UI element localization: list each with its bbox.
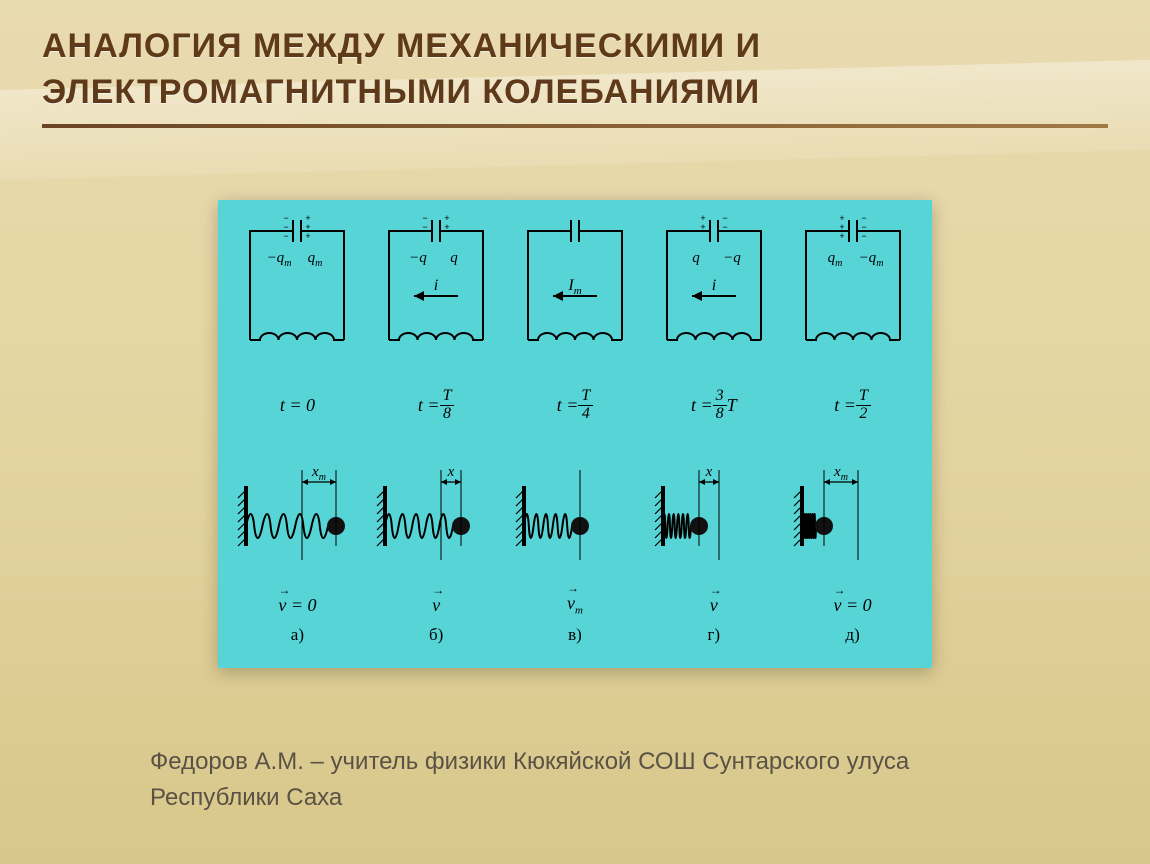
velocity-label: →v = 0 [788, 590, 918, 620]
velocity-label: →v = 0 [232, 590, 362, 620]
column-letter: д) [788, 620, 918, 650]
spring-cell: xm [788, 448, 918, 578]
lc-circuit-icon: −−−+++ −qmqm [232, 214, 362, 374]
velocity-label: →v [371, 590, 501, 620]
svg-text:−qm: −qm [267, 250, 292, 269]
circuit-cell: ++−− q−q i [649, 214, 779, 374]
svg-text:q: q [692, 250, 700, 266]
spring-mass-icon: x [371, 448, 501, 578]
diagram-panel: −−−+++ −qmqm −−++ −qq i Im ++−− q−q i ++… [218, 200, 932, 668]
svg-text:−: − [284, 231, 289, 241]
spring-cell [510, 448, 640, 578]
svg-text:+: + [700, 222, 705, 232]
spring-mass-icon [510, 448, 640, 578]
svg-text:−qm: −qm [858, 250, 883, 269]
title-underline [42, 124, 1108, 128]
spring-mass-icon: xm [232, 448, 362, 578]
spring-cell: x [371, 448, 501, 578]
svg-text:Im: Im [567, 277, 581, 297]
svg-text:+: + [445, 222, 450, 232]
lc-circuit-icon: Im [510, 214, 640, 374]
velocity-label: →vm [510, 590, 640, 620]
svg-text:−: − [423, 222, 428, 232]
spring-mass-icon: xm [788, 448, 918, 578]
column-letter: в) [510, 620, 640, 650]
circuit-cell: +++−−− qm−qm [788, 214, 918, 374]
column-letter: а) [232, 620, 362, 650]
svg-text:qm: qm [308, 250, 323, 269]
svg-text:−: − [861, 231, 866, 241]
svg-text:−: − [722, 222, 727, 232]
spring-cell: xm [232, 448, 362, 578]
velocity-label: →v [649, 590, 779, 620]
svg-text:qm: qm [827, 250, 842, 269]
slide-footer: Федоров А.М. – учитель физики Кюкяйской … [150, 744, 1030, 816]
time-label: t = T4 [510, 380, 640, 430]
spring-mass-icon: x [649, 448, 779, 578]
lc-circuit-icon: +++−−− qm−qm [788, 214, 918, 374]
svg-text:i: i [434, 277, 438, 294]
svg-text:x: x [447, 464, 455, 480]
svg-text:+: + [306, 231, 311, 241]
time-label: t = 38 T [649, 380, 779, 430]
circuit-cell: Im [510, 214, 640, 374]
time-label: t = T8 [371, 380, 501, 430]
svg-text:−q: −q [723, 250, 741, 266]
svg-text:i: i [712, 277, 716, 294]
circuit-cell: −−−+++ −qmqm [232, 214, 362, 374]
time-label: t = T2 [788, 380, 918, 430]
circuit-cell: −−++ −qq i [371, 214, 501, 374]
svg-text:−q: −q [409, 250, 427, 266]
lc-circuit-icon: −−++ −qq i [371, 214, 501, 374]
slide-title: АНАЛОГИЯ МЕЖДУ МЕХАНИЧЕСКИМИ И ЭЛЕКТРОМА… [42, 24, 1108, 116]
spring-cell: x [649, 448, 779, 578]
lc-circuit-icon: ++−− q−q i [649, 214, 779, 374]
time-label: t = 0 [232, 380, 362, 430]
column-letter: б) [371, 620, 501, 650]
svg-text:+: + [839, 231, 844, 241]
svg-text:xm: xm [833, 464, 848, 483]
svg-text:x: x [704, 464, 712, 480]
svg-text:q: q [450, 250, 458, 266]
svg-text:xm: xm [311, 464, 326, 483]
column-letter: г) [649, 620, 779, 650]
